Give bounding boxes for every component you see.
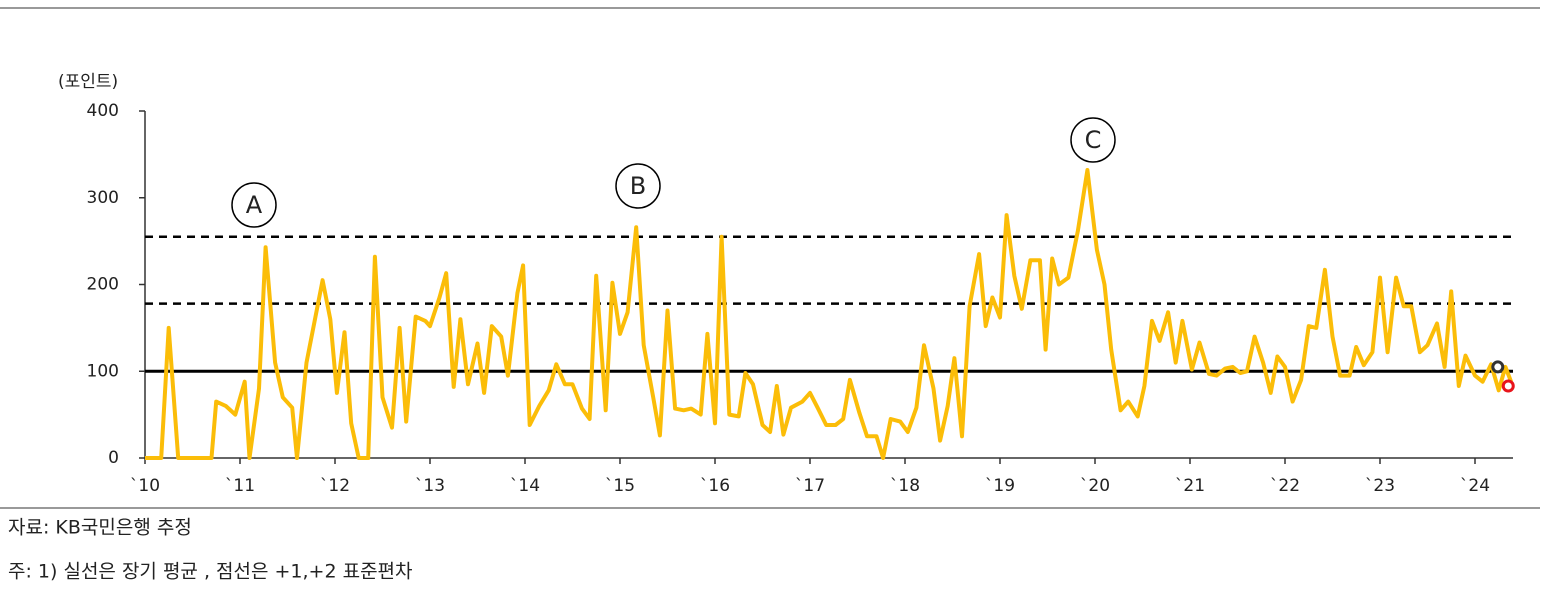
marker bbox=[1501, 379, 1515, 393]
y-tick-label: 400 bbox=[87, 101, 119, 121]
x-tick-label: `12 bbox=[320, 476, 350, 496]
x-tick-label: `13 bbox=[415, 476, 445, 496]
x-tick-label: `11 bbox=[225, 476, 255, 496]
unit-label: (포인트) bbox=[58, 72, 118, 92]
x-tick-label: `21 bbox=[1175, 476, 1205, 496]
y-tick-label: 0 bbox=[108, 448, 119, 468]
x-tick-label: `19 bbox=[985, 476, 1015, 496]
data-line bbox=[145, 168, 1513, 460]
y-tick-label: 100 bbox=[87, 361, 119, 381]
x-tick-label: `23 bbox=[1365, 476, 1395, 496]
x-tick-label: `20 bbox=[1080, 476, 1110, 496]
x-tick-label: `17 bbox=[795, 476, 825, 496]
x-tick-label: `18 bbox=[890, 476, 920, 496]
annotation-circle bbox=[231, 182, 277, 228]
x-tick-label: `14 bbox=[510, 476, 540, 496]
annotation: B bbox=[630, 172, 646, 200]
source: 자료: KB국민은행 추정 bbox=[8, 517, 192, 539]
y-tick-label: 300 bbox=[87, 188, 119, 208]
annotation: C bbox=[1085, 126, 1102, 154]
x-tick-label: `16 bbox=[700, 476, 730, 496]
x-tick-label: `24 bbox=[1460, 476, 1490, 496]
x-tick-label: `15 bbox=[605, 476, 635, 496]
marker bbox=[1491, 360, 1505, 374]
note: 주: 1) 실선은 장기 평균 , 점선은 +1,+2 표준편차 bbox=[8, 561, 413, 583]
annotation-circle bbox=[1070, 117, 1116, 163]
annotation: A bbox=[246, 191, 263, 219]
x-tick-label: `10 bbox=[130, 476, 160, 496]
annotation-circle bbox=[615, 163, 661, 209]
x-tick-label: `22 bbox=[1270, 476, 1300, 496]
y-tick-label: 200 bbox=[87, 275, 119, 295]
